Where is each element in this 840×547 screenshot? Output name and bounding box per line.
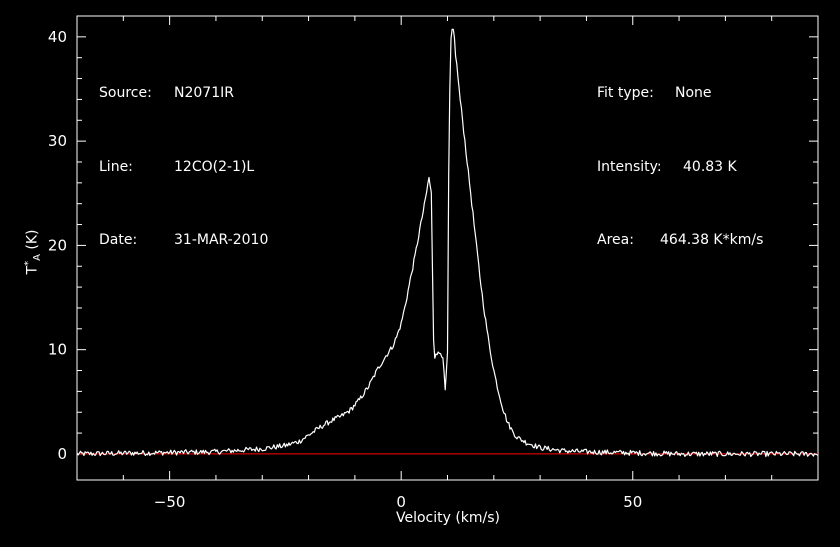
y-axis-label-sub: A <box>32 254 44 261</box>
x-tick-label: 0 <box>396 493 406 511</box>
y-tick-label: 0 <box>57 445 67 463</box>
date-value: 31-MAR-2010 <box>174 232 269 248</box>
spectrum-info-right: Fit type: None Intensity: 40.83 K Area: 464… <box>597 32 763 277</box>
date-label: Date: <box>99 232 138 248</box>
source-label: Source: <box>99 85 152 101</box>
x-axis-label: Velocity (km/s) <box>395 510 501 526</box>
x-tick-label: −50 <box>154 493 186 511</box>
axis-tick-labels: −50 0 50 0 10 20 30 40 <box>48 28 642 511</box>
spectrum-line <box>76 28 819 458</box>
line-label: Line: <box>99 158 133 175</box>
y-axis-label-unit: (K) <box>24 229 41 255</box>
y-tick-label: 30 <box>48 132 67 150</box>
y-tick-label: 40 <box>48 28 67 46</box>
x-tick-label: 50 <box>623 493 642 511</box>
fit-type-label: Fit type: <box>597 85 654 101</box>
intensity-label: Intensity: <box>597 158 662 175</box>
y-axis-label: T*A (K) <box>23 230 43 275</box>
y-axis-label-sup: * <box>22 260 34 266</box>
spectrum-info-left: Source: N2071IR Line: 12CO(2-1)L Date: 31-M… <box>99 32 268 277</box>
y-axis-label-main: T <box>24 265 41 275</box>
y-tick-label: 20 <box>48 236 67 254</box>
area-value: 464.38 K*km/s <box>660 232 764 248</box>
area-label: Area: <box>597 232 634 248</box>
x-axis-label-wrap: Velocity (km/s) <box>0 510 840 526</box>
y-tick-label: 10 <box>48 341 67 359</box>
source-value: N2071IR <box>174 85 234 101</box>
axis-ticks <box>76 16 819 480</box>
fit-type-value: None <box>675 85 712 101</box>
intensity-value: 40.83 K <box>683 158 737 175</box>
line-value: 12CO(2-1)L <box>174 158 255 175</box>
